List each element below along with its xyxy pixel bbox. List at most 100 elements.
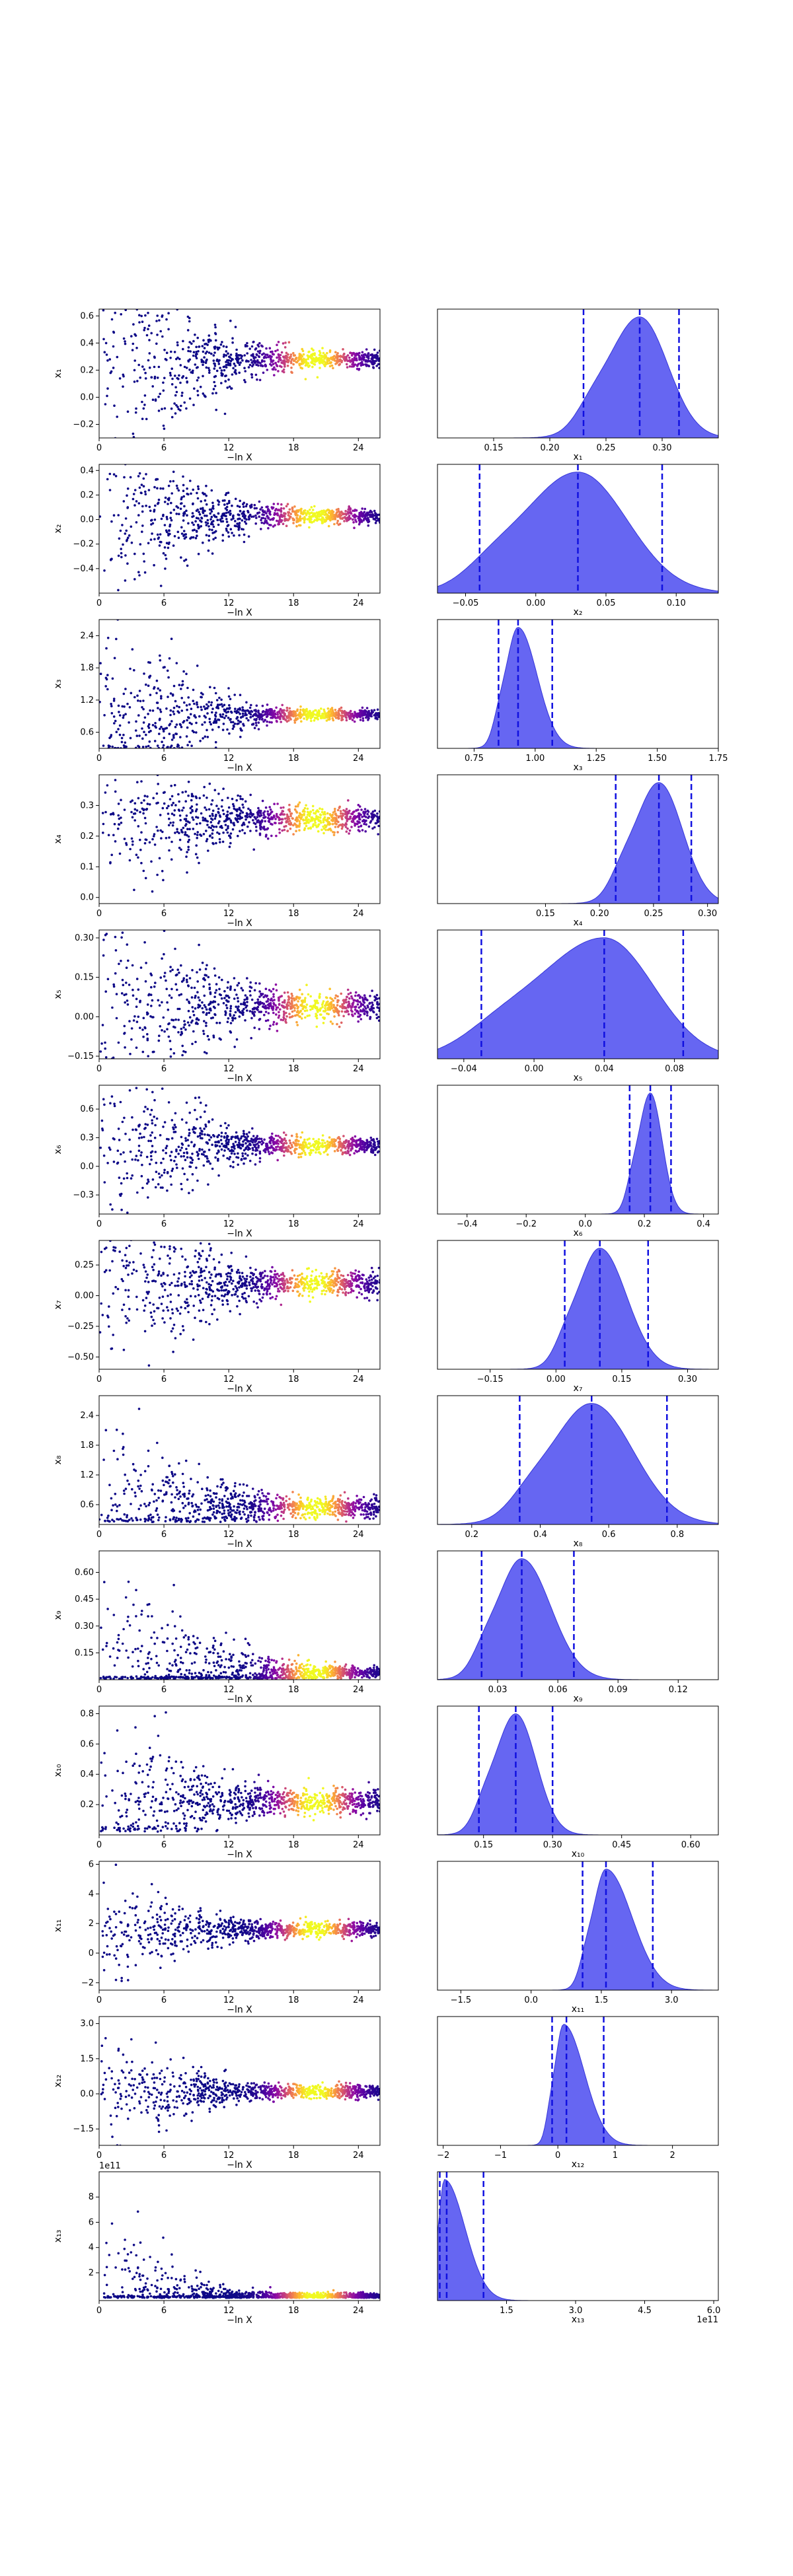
scatter-point xyxy=(295,524,298,528)
scatter-point xyxy=(178,832,180,834)
scatter-point xyxy=(241,1009,244,1013)
scatter-point xyxy=(114,935,117,939)
scatter-point xyxy=(110,853,113,857)
scatter-point xyxy=(170,519,173,522)
scatter-point xyxy=(102,744,105,747)
scatter-point xyxy=(356,999,358,1003)
scatter-point xyxy=(175,723,178,726)
scatter-point xyxy=(147,1060,150,1063)
x-tick: 0.00 xyxy=(525,1059,544,1074)
scatter-point xyxy=(190,492,192,495)
scatter-point xyxy=(243,354,246,357)
scatter-point xyxy=(298,358,301,361)
scatter-point xyxy=(363,511,366,514)
scatter-point xyxy=(236,716,239,719)
scatter-point xyxy=(196,491,198,495)
scatter-point xyxy=(180,746,184,748)
scatter-point xyxy=(206,703,208,706)
scatter-point xyxy=(239,735,242,738)
scatter-point xyxy=(196,856,199,859)
scatter-panel: 0 6 12 18 24−ln X0.61.21.82.4x₃ xyxy=(53,619,381,773)
scatter-point xyxy=(176,530,180,534)
scatter-point xyxy=(168,529,170,532)
scatter-point xyxy=(282,1019,285,1022)
scatter-point xyxy=(289,710,291,713)
scatter-point xyxy=(165,979,167,982)
scatter-point xyxy=(238,808,241,811)
scatter-point xyxy=(163,286,166,289)
scatter-point xyxy=(299,515,302,518)
scatter-point xyxy=(192,488,195,491)
scatter-point xyxy=(319,351,322,355)
scatter-point xyxy=(128,984,131,986)
scatter-point xyxy=(133,279,135,282)
scatter-point xyxy=(319,1007,322,1010)
scatter-point xyxy=(197,1006,200,1009)
scatter-point xyxy=(197,485,200,488)
scatter-point xyxy=(188,1016,192,1019)
scatter-point xyxy=(153,740,157,742)
scatter-point xyxy=(116,827,120,830)
scatter-point xyxy=(307,351,310,353)
scatter-point xyxy=(208,782,211,785)
scatter-point xyxy=(104,304,107,306)
x-tick-label: 0.15 xyxy=(536,909,555,919)
scatter-point xyxy=(197,376,200,379)
scatter-point xyxy=(153,485,156,489)
scatter-point xyxy=(169,532,171,536)
scatter-point xyxy=(196,980,200,983)
scatter-point xyxy=(287,1001,291,1004)
scatter-point xyxy=(278,522,281,526)
scatter-point xyxy=(338,815,340,818)
scatter-point xyxy=(312,817,315,820)
scatter-point xyxy=(150,974,153,977)
scatter-point xyxy=(145,505,147,507)
scatter-point xyxy=(122,714,125,717)
scatter-point xyxy=(250,376,254,378)
scatter-point xyxy=(199,822,202,825)
scatter-point xyxy=(142,1017,145,1020)
scatter-point xyxy=(143,799,145,802)
x-tick: 1.75 xyxy=(709,748,728,764)
x-tick: 6 xyxy=(161,438,167,453)
scatter-point xyxy=(191,1071,194,1073)
scatter-point xyxy=(358,830,361,833)
scatter-point xyxy=(228,845,231,848)
scatter-point xyxy=(141,807,144,810)
scatter-panel: 0 6 12 18 24−ln X−0.20.00.20.40.6x₁ xyxy=(53,279,381,463)
scatter-point xyxy=(266,810,270,813)
scatter-point xyxy=(291,1010,294,1013)
kde-density xyxy=(437,627,718,748)
scatter-point xyxy=(243,1003,246,1006)
x-tick-label: 24 xyxy=(353,598,364,608)
scatter-point xyxy=(211,707,214,710)
y-tick-label: −0.2 xyxy=(73,540,94,550)
scatter-point xyxy=(307,813,310,816)
scatter-point xyxy=(143,394,147,397)
scatter-point xyxy=(123,448,126,451)
scatter-point xyxy=(323,1017,326,1020)
scatter-point xyxy=(326,818,329,820)
scatter-point xyxy=(147,684,150,687)
scatter-point xyxy=(114,746,116,748)
scatter-point xyxy=(157,999,160,1002)
scatter-point xyxy=(295,1020,298,1024)
x-tick: 1.50 xyxy=(648,748,667,764)
scatter-point xyxy=(190,1021,193,1024)
scatter-point xyxy=(172,684,176,688)
scatter-point xyxy=(217,822,220,825)
scatter-point xyxy=(353,356,356,359)
scatter-point xyxy=(171,824,174,827)
scatter-point xyxy=(228,385,231,388)
kde-frame xyxy=(437,619,719,749)
scatter-point xyxy=(215,699,219,701)
scatter-point xyxy=(186,708,188,711)
scatter-point xyxy=(254,826,258,828)
scatter-point xyxy=(112,813,115,816)
scatter-point xyxy=(240,357,243,359)
scatter-point xyxy=(324,355,327,359)
scatter-point xyxy=(376,816,379,819)
scatter-point xyxy=(179,507,182,511)
scatter-point xyxy=(102,832,104,834)
scatter-point xyxy=(305,514,308,517)
